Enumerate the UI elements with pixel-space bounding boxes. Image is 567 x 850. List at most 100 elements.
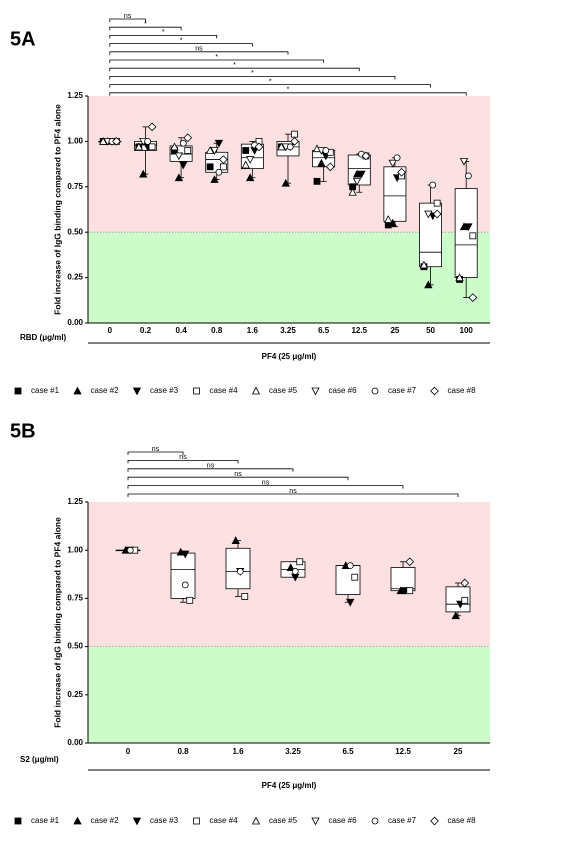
legend-marker (251, 386, 261, 395)
data-point (210, 175, 219, 183)
y-tick-label: 1.25 (67, 497, 83, 506)
significance-bracket (127, 460, 239, 464)
significance-bracket (127, 493, 459, 497)
data-point (218, 155, 228, 164)
significance-label: * (180, 37, 183, 44)
data-point (357, 170, 366, 179)
data-point (291, 568, 299, 575)
legend-label: case #5 (269, 386, 298, 395)
x-tick-label: 25 (454, 747, 463, 756)
x-tick-label: 0.2 (140, 326, 152, 335)
legend-marker (14, 387, 22, 395)
data-point (186, 596, 194, 604)
significance-bracket (109, 35, 218, 39)
y-tick-label: 0.00 (67, 738, 83, 747)
x-tick-label: 25 (390, 326, 399, 335)
data-point (147, 122, 157, 132)
data-point (241, 160, 250, 169)
data-point (181, 550, 190, 559)
y-tick-label: 0.25 (67, 273, 83, 282)
data-point (174, 173, 184, 182)
data-point (210, 147, 219, 155)
significance-bracket (109, 43, 253, 47)
data-point (346, 562, 354, 570)
y-tick-label: 0.25 (67, 690, 83, 699)
y-tick-label: 1.25 (67, 91, 83, 100)
x-tick-label: 6.5 (342, 747, 354, 756)
data-point (291, 130, 299, 138)
legend-label: case #4 (210, 386, 239, 395)
data-point (322, 147, 330, 154)
data-point (361, 151, 371, 161)
legend-marker (132, 387, 142, 396)
panel-label: 5A (10, 28, 36, 50)
data-point (393, 154, 401, 162)
legend-marker (193, 817, 200, 825)
significance-label: ns (262, 479, 270, 486)
data-point (348, 187, 357, 196)
significance-label: ns (289, 488, 297, 495)
significance-bracket (109, 84, 431, 88)
data-point (139, 169, 148, 178)
data-point (99, 137, 108, 145)
y-tick-label: 0.75 (67, 182, 83, 191)
data-point (325, 162, 335, 172)
data-point (286, 563, 295, 571)
data-point (317, 158, 326, 167)
data-point (242, 147, 250, 154)
data-point (429, 181, 437, 189)
y-tick-label: 1.00 (67, 545, 83, 554)
data-point (346, 598, 355, 607)
data-point (461, 596, 469, 604)
x-tick-label: 6.5 (318, 326, 330, 335)
significance-bracket (127, 485, 404, 489)
data-point (277, 142, 286, 151)
legend-label: case #6 (329, 386, 358, 395)
box (170, 552, 196, 599)
data-point (396, 586, 405, 595)
x-tick-label: 0 (126, 747, 131, 756)
legend-label: case #4 (210, 816, 239, 825)
data-point (468, 293, 478, 302)
legend-marker (73, 816, 82, 825)
significance-bracket (109, 51, 289, 55)
legend-marker (430, 386, 439, 396)
box (383, 166, 407, 222)
data-point (144, 137, 152, 145)
data-point (231, 536, 240, 544)
x-tick-label: 50 (426, 326, 435, 335)
significance-bracket (109, 76, 396, 80)
significance-label: ns (207, 463, 215, 470)
x-tick-label: 0.8 (211, 326, 223, 335)
significance-bracket (109, 92, 467, 96)
legend-marker (132, 817, 142, 826)
legend-label: case #2 (91, 816, 120, 825)
y-tick-label: 0.75 (67, 594, 83, 603)
panel-label: 5B (10, 420, 36, 442)
y-axis-label: Fold increase of IgG binding compared to… (52, 517, 62, 728)
data-point (459, 157, 469, 166)
data-point (424, 210, 433, 219)
legend-marker (193, 387, 200, 395)
data-point (205, 146, 215, 154)
data-point (134, 142, 143, 151)
data-point (352, 177, 362, 186)
data-point (245, 173, 255, 182)
legend-label: case #1 (31, 386, 60, 395)
x-tick-label: 3.25 (285, 747, 301, 756)
data-point (352, 169, 362, 178)
data-point (351, 573, 359, 581)
x-tick-label: 0.4 (176, 326, 188, 335)
significance-label: ns (179, 454, 187, 461)
legend-marker (73, 386, 82, 395)
y-tick-label: 0.50 (67, 642, 83, 651)
legend-marker (311, 387, 320, 396)
legend-marker (251, 816, 261, 825)
data-point (455, 273, 464, 282)
legend-label: case #1 (31, 816, 60, 825)
significance-bracket (127, 451, 184, 455)
data-point (148, 143, 156, 151)
data-point (170, 142, 179, 151)
